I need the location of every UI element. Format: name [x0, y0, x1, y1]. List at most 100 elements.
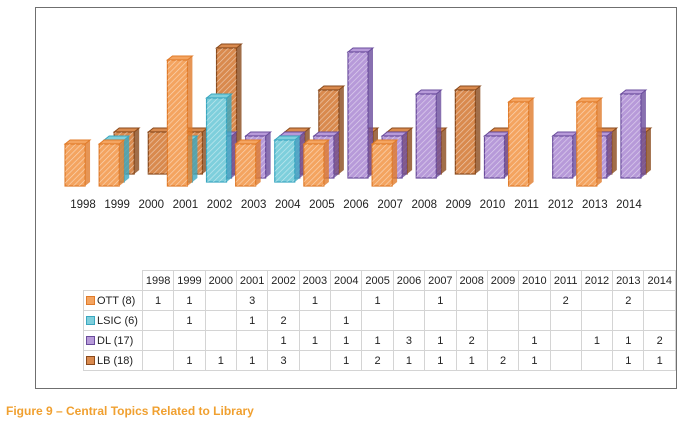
table-cell [612, 310, 645, 331]
x-tick-label: 2005 [309, 199, 335, 211]
table-year-header: 2004 [330, 270, 363, 291]
data-table: 1998 1999 2000 2001 2002 2003 2004 2005 2006 2007… [83, 270, 676, 371]
table-year-header: 2013 [612, 270, 645, 291]
x-tick-label: 2012 [548, 199, 574, 211]
x-tick-label: 2000 [138, 199, 164, 211]
legend-label: DL (17) [97, 334, 134, 347]
table-header-row: 1998 1999 2000 2001 2002 2003 2004 2005 2006 2007… [83, 270, 676, 291]
table-cell: 1 [330, 310, 363, 331]
x-tick-label: 2014 [616, 199, 642, 211]
table-cell: 1 [518, 350, 551, 371]
table-cell: 1 [173, 350, 206, 371]
table-cell [361, 310, 394, 331]
bar-dl-2014 [619, 89, 648, 179]
table-year-header: 2011 [549, 270, 582, 291]
table-cell [549, 310, 582, 331]
table-year-header: 2014 [643, 270, 676, 291]
bar-dl-2012 [551, 131, 580, 179]
table-cell: 1 [267, 330, 300, 351]
table-cell: 1 [235, 350, 269, 371]
x-tick-label: 2004 [275, 199, 301, 211]
table-cell: 3 [235, 290, 269, 311]
bar-ott-2013 [575, 97, 604, 187]
bar-ott-2003 [234, 139, 263, 187]
x-tick-label: 2013 [582, 199, 608, 211]
table-cell [643, 310, 676, 331]
table-cell [141, 350, 175, 371]
table-cell: 1 [361, 330, 394, 351]
bar-lb-2009 [453, 85, 482, 175]
table-year-header: 2006 [392, 270, 426, 291]
bar-dl-2008 [414, 89, 443, 179]
legend-entry: LB (18) [83, 350, 143, 371]
table-cell: 1 [298, 290, 332, 311]
table-year-header: 2001 [235, 270, 269, 291]
table-year-header: 1999 [173, 270, 206, 291]
table-cell [173, 330, 206, 351]
table-cell: 1 [424, 330, 457, 351]
legend-label: OTT (8) [97, 294, 136, 307]
bar-ott-2007 [370, 139, 399, 187]
x-tick-label: 2010 [480, 199, 506, 211]
x-tick-label: 2001 [173, 199, 199, 211]
table-cell: 1 [330, 350, 363, 371]
table-cell: 2 [643, 330, 676, 351]
legend-label: LB (18) [97, 354, 134, 367]
bar-dl-2006 [346, 47, 375, 179]
table-cell: 2 [486, 350, 520, 371]
table-cell [455, 290, 488, 311]
table-year-header: 2009 [486, 270, 520, 291]
bar-lsic-2002 [205, 93, 233, 183]
table-cell: 1 [361, 290, 394, 311]
table-year-header: 2005 [361, 270, 394, 291]
x-tick-label: 2009 [446, 199, 472, 211]
legend-entry: DL (17) [83, 330, 143, 351]
table-cell [392, 310, 426, 331]
table-row: LSIC (6) 1 1 2 1 [83, 310, 676, 331]
table-cell: 1 [643, 350, 676, 371]
table-cell [235, 330, 269, 351]
bar-ott-1998 [63, 139, 92, 187]
legend-key-icon [86, 355, 95, 365]
table-row: LB (18) 1 1 1 3 1 2 1 1 1 2 1 1 1 [83, 350, 676, 371]
table-corner [83, 270, 143, 291]
table-cell [486, 330, 520, 351]
table-cell [580, 310, 614, 331]
table-row: DL (17) 1 1 1 1 3 1 2 1 1 1 2 [83, 330, 676, 351]
table-year-header: 1998 [141, 270, 175, 291]
figure-caption: Figure 9 – Central Topics Related to Lib… [6, 404, 254, 418]
table-cell: 1 [518, 330, 551, 351]
x-tick-label: 2008 [411, 199, 437, 211]
table-cell: 1 [612, 330, 645, 351]
table-cell: 1 [580, 330, 614, 351]
table-cell [580, 290, 614, 311]
chart-plot: 1998 1999 2000 2001 2002 2003 2004 2005 2006 2007… [63, 43, 653, 211]
table-cell [204, 330, 237, 351]
table-cell [141, 330, 175, 351]
table-cell: 2 [267, 310, 300, 331]
legend-key-icon [86, 295, 95, 305]
table-year-header: 2000 [204, 270, 237, 291]
table-year-header: 2008 [455, 270, 488, 291]
table-cell [455, 310, 488, 331]
table-cell [486, 290, 520, 311]
x-tick-label: 2003 [241, 199, 267, 211]
table-cell [204, 310, 237, 331]
table-cell [518, 290, 551, 311]
table-cell: 1 [424, 350, 457, 371]
table-cell: 1 [173, 290, 206, 311]
table-cell: 1 [424, 290, 457, 311]
table-cell [141, 310, 175, 331]
table-cell: 3 [267, 350, 300, 371]
x-tick-label: 1999 [104, 199, 130, 211]
table-cell [549, 330, 582, 351]
table-year-header: 2010 [518, 270, 551, 291]
table-year-header: 2007 [424, 270, 457, 291]
table-row: OTT (8) 1 1 3 1 1 1 2 2 [83, 290, 676, 311]
table-cell [486, 310, 520, 331]
table-cell [298, 350, 332, 371]
table-cell: 1 [392, 350, 426, 371]
table-cell [267, 290, 300, 311]
bar-ott-2001 [165, 55, 194, 187]
table-cell: 1 [204, 350, 237, 371]
